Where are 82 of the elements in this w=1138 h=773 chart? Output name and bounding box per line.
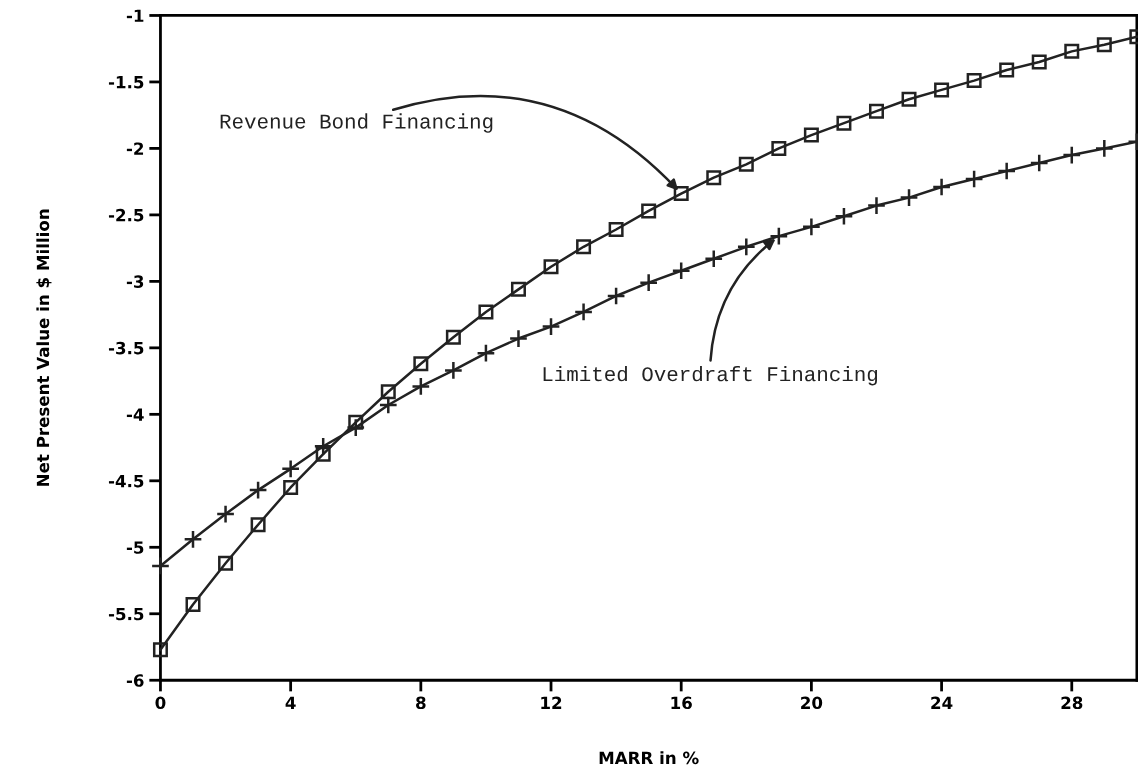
series-label: Limited Overdraft Financing bbox=[543, 365, 878, 386]
point bbox=[1031, 54, 1047, 70]
point bbox=[283, 479, 299, 495]
point bbox=[378, 395, 398, 415]
x-tick-label: 16 bbox=[671, 696, 692, 710]
point bbox=[215, 504, 236, 524]
x-tick-label: 20 bbox=[801, 696, 823, 710]
point bbox=[673, 186, 689, 202]
point bbox=[997, 161, 1017, 181]
point bbox=[1062, 145, 1082, 165]
point bbox=[706, 170, 722, 186]
point bbox=[901, 91, 917, 107]
point bbox=[348, 414, 364, 430]
point bbox=[1064, 43, 1080, 59]
point bbox=[573, 302, 594, 322]
point bbox=[152, 642, 168, 658]
point bbox=[868, 103, 884, 119]
point bbox=[932, 177, 952, 197]
point bbox=[541, 316, 561, 337]
y-tick-label: -2 bbox=[126, 142, 144, 155]
point bbox=[736, 237, 756, 257]
point bbox=[185, 596, 201, 612]
x-tick-label: 8 bbox=[416, 696, 426, 710]
y-tick-label: -3 bbox=[126, 275, 144, 288]
point bbox=[576, 239, 592, 255]
x-tick-label: 24 bbox=[931, 696, 953, 709]
point bbox=[413, 356, 429, 372]
x-tick-label: 12 bbox=[541, 696, 562, 709]
x-axis-title: MARR in % bbox=[599, 751, 699, 765]
point bbox=[1094, 138, 1114, 158]
y-tick-label: -4.5 bbox=[108, 474, 144, 488]
point bbox=[704, 249, 724, 269]
point bbox=[476, 343, 496, 363]
point bbox=[769, 226, 789, 246]
point bbox=[966, 73, 982, 89]
x-tick-label: 4 bbox=[285, 696, 296, 709]
point bbox=[803, 127, 819, 143]
point bbox=[639, 273, 659, 293]
point bbox=[606, 286, 626, 306]
y-axis-title: Net Present Value in $ Million bbox=[36, 209, 52, 486]
point bbox=[380, 384, 396, 400]
point bbox=[508, 328, 529, 349]
point bbox=[899, 188, 919, 208]
point bbox=[671, 261, 691, 281]
y-tick-label: -4 bbox=[126, 408, 144, 421]
y-tick-label: -3.5 bbox=[108, 341, 144, 355]
y-tick-label: -1 bbox=[126, 9, 144, 22]
point bbox=[313, 436, 333, 456]
point bbox=[641, 203, 657, 219]
point bbox=[608, 222, 624, 238]
point bbox=[964, 169, 984, 189]
point bbox=[183, 529, 203, 549]
y-tick-label: -6 bbox=[126, 674, 144, 687]
point bbox=[281, 459, 301, 479]
point bbox=[1096, 37, 1112, 53]
y-tick-label: -1.5 bbox=[108, 76, 144, 89]
point bbox=[543, 259, 559, 275]
point bbox=[934, 82, 950, 98]
point bbox=[510, 281, 526, 297]
point bbox=[738, 156, 754, 172]
x-tick-label: 28 bbox=[1061, 696, 1083, 710]
point bbox=[999, 62, 1015, 78]
point bbox=[411, 376, 431, 396]
text: Revenue Bond Financing bbox=[220, 113, 493, 133]
point bbox=[315, 446, 331, 462]
point bbox=[866, 196, 887, 216]
x-tick-label: 0 bbox=[155, 696, 166, 710]
point bbox=[250, 517, 266, 533]
point bbox=[478, 304, 494, 320]
point bbox=[445, 329, 461, 345]
y-tick-label: -5.5 bbox=[108, 607, 144, 621]
point bbox=[150, 556, 171, 576]
point bbox=[248, 480, 268, 500]
point bbox=[443, 360, 463, 381]
point bbox=[771, 140, 787, 156]
point bbox=[834, 206, 854, 226]
point bbox=[836, 115, 852, 131]
point bbox=[1029, 153, 1049, 173]
point bbox=[218, 555, 234, 571]
y-tick-label: -2.5 bbox=[108, 208, 144, 222]
point bbox=[801, 217, 821, 237]
y-tick-label: -5 bbox=[126, 541, 144, 554]
